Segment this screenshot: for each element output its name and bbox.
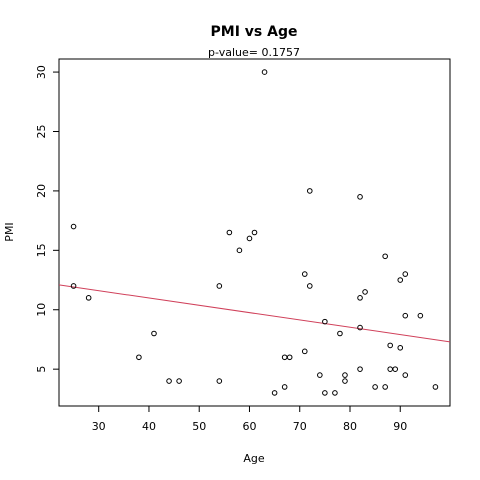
data-point <box>176 378 182 384</box>
regression-line <box>58 284 451 343</box>
data-point <box>357 194 363 200</box>
data-point <box>402 271 409 277</box>
data-point <box>332 390 338 396</box>
regression-line-layer <box>58 284 451 343</box>
y-tick-label: 20 <box>35 184 48 198</box>
y-tick-label: 10 <box>35 303 48 317</box>
x-axis-label: Age <box>243 452 265 465</box>
data-point <box>166 378 172 384</box>
plot-frame <box>58 58 451 407</box>
data-point <box>246 235 253 242</box>
data-point <box>362 289 368 295</box>
x-tick-label: 70 <box>293 420 307 433</box>
y-axis: 5 10 15 20 25 30 <box>35 65 59 373</box>
data-point <box>372 384 378 390</box>
x-tick-label: 50 <box>192 420 206 433</box>
data-point <box>70 223 77 230</box>
data-point <box>271 390 278 396</box>
data-point <box>306 283 313 289</box>
data-point <box>397 277 404 283</box>
data-point <box>281 384 288 390</box>
data-point <box>136 354 142 361</box>
data-point <box>382 253 388 260</box>
data-point <box>301 271 308 277</box>
data-point <box>306 188 313 194</box>
data-point <box>357 324 363 331</box>
data-point <box>216 378 223 384</box>
data-point <box>432 384 439 390</box>
data-point <box>236 247 243 254</box>
chart-subtitle: p-value= 0.1757 <box>208 46 300 59</box>
data-point <box>286 354 293 361</box>
x-tick-label: 80 <box>343 420 357 433</box>
data-point <box>417 312 424 319</box>
x-tick-label: 60 <box>242 420 256 433</box>
data-point <box>397 344 404 351</box>
y-tick-label: 30 <box>35 65 48 79</box>
y-tick-label: 15 <box>35 243 48 257</box>
y-axis-label: PMI <box>3 222 16 241</box>
data-point <box>251 229 258 236</box>
data-point <box>357 366 363 372</box>
data-point <box>70 283 77 289</box>
data-point <box>322 390 328 396</box>
data-point <box>261 69 268 75</box>
data-point <box>357 295 363 301</box>
data-point <box>387 342 393 349</box>
data-point <box>85 295 92 301</box>
data-point <box>337 330 343 337</box>
x-tick-label: 30 <box>92 420 106 433</box>
x-axis: 30 40 50 60 70 80 90 <box>92 406 407 433</box>
y-tick-label: 5 <box>35 366 48 373</box>
data-point <box>402 372 409 378</box>
data-point <box>382 384 388 390</box>
chart-title: PMI vs Age <box>211 24 298 40</box>
x-tick-label: 40 <box>142 420 156 433</box>
data-point <box>402 312 409 319</box>
x-tick-label: 90 <box>393 420 407 433</box>
points-layer <box>70 69 439 396</box>
data-point <box>216 283 223 289</box>
data-point <box>342 378 348 384</box>
data-point <box>317 372 323 378</box>
data-point <box>322 318 328 325</box>
y-tick-label: 25 <box>35 124 48 138</box>
data-point <box>226 229 233 236</box>
data-point <box>342 372 348 378</box>
data-point <box>151 330 157 337</box>
data-point <box>392 366 399 372</box>
data-point <box>301 348 308 355</box>
